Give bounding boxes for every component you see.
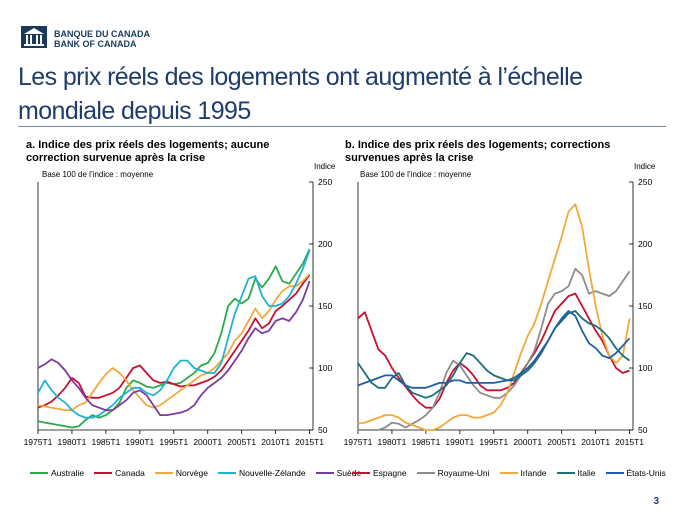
legend-a: Australie Canada Norvège Nouvelle-Zélande Su… xyxy=(30,468,371,478)
legend-label: Royaume-Uni xyxy=(437,468,490,478)
legend-item: Canada xyxy=(94,468,145,478)
panel-b-title: b. Indice des prix réels des logements; … xyxy=(345,139,611,164)
legend-label: Australie xyxy=(51,468,85,478)
legend-label: Italie xyxy=(577,468,596,478)
slide-title: Les prix réels des logements ont augment… xyxy=(18,63,583,125)
x-tick-label: 2005T1 xyxy=(227,437,256,447)
legend-swatch xyxy=(218,472,236,474)
bank-logo: BANQUE DU CANADA BANK OF CANADA xyxy=(20,25,150,51)
logo-line-en: BANK OF CANADA xyxy=(54,39,137,49)
legend-swatch xyxy=(94,472,113,474)
x-tick-label: 1990T1 xyxy=(125,437,154,447)
y-tick-label: 50 xyxy=(638,425,648,435)
page-number: 3 xyxy=(653,496,659,507)
legend-label: Nouvelle-Zélande xyxy=(239,468,306,478)
x-tick-label: 1980T1 xyxy=(378,437,407,447)
legend-swatch xyxy=(30,472,48,474)
x-tick-label: 1985T1 xyxy=(91,437,120,447)
panel-b-ylabel: Indice xyxy=(634,162,656,171)
series-line-irlande xyxy=(357,203,631,431)
legend-swatch xyxy=(605,472,624,474)
x-tick-label: 2000T1 xyxy=(513,437,542,447)
title-divider xyxy=(18,126,666,127)
legend-swatch xyxy=(556,472,575,474)
series-line-espagne xyxy=(357,292,630,409)
series-line-nouvelle-z-lande xyxy=(37,249,311,419)
legend-item: Irlande xyxy=(499,468,547,478)
chart-b: 50 100 150 200 250 1975T1 1980T1 1985T1 1990T1 19… xyxy=(344,177,653,447)
bank-building-icon xyxy=(21,26,47,48)
legend-item: Italie xyxy=(556,468,596,478)
y-tick-label: 200 xyxy=(638,239,652,249)
x-tick-label: 1980T1 xyxy=(58,437,87,447)
legend-item: États-Unis xyxy=(605,468,666,478)
series-line-italie xyxy=(357,310,631,399)
x-tick-label: 1975T1 xyxy=(24,437,53,447)
legend-b: Espagne Royaume-Uni Irlande Italie États-Uni… xyxy=(352,468,676,478)
x-tick-label: 2005T1 xyxy=(547,437,576,447)
y-tick-label: 100 xyxy=(638,363,652,373)
x-tick-label: 1985T1 xyxy=(411,437,440,447)
y-tick-label: 250 xyxy=(638,177,652,187)
legend-label: Suède xyxy=(336,468,362,478)
series-line-norv-ge xyxy=(37,273,311,412)
legend-label: Irlande xyxy=(520,468,547,478)
series-line-australie xyxy=(37,248,311,429)
y-tick-label: 250 xyxy=(318,177,332,187)
panel-a-note: Base 100 de l’indice : moyenne xyxy=(42,170,154,179)
y-tick-label: 100 xyxy=(318,363,332,373)
series-line-canada xyxy=(37,274,311,409)
x-tick-label: 2010T1 xyxy=(581,437,610,447)
legend-label: Norvège xyxy=(175,468,208,478)
legend-item: Royaume-Uni xyxy=(416,468,490,478)
legend-label: Canada xyxy=(115,468,145,478)
legend-item: Nouvelle-Zélande xyxy=(218,468,306,478)
legend-label: États-Unis xyxy=(626,468,666,478)
legend-item: Suède xyxy=(315,468,362,478)
legend-swatch xyxy=(315,472,334,474)
legend-item: Norvège xyxy=(154,468,208,478)
x-tick-label: 1990T1 xyxy=(445,437,474,447)
logo-line-fr: BANQUE DU CANADA xyxy=(54,29,150,39)
x-tick-label: 2000T1 xyxy=(193,437,222,447)
x-tick-label: 2010T1 xyxy=(261,437,290,447)
legend-swatch xyxy=(499,472,518,474)
y-tick-label: 150 xyxy=(318,301,332,311)
legend-swatch xyxy=(352,472,370,474)
x-tick-label: 2015T1 xyxy=(615,437,644,447)
logo-text: BANQUE DU CANADA BANK OF CANADA xyxy=(54,29,150,49)
legend-swatch xyxy=(416,472,435,474)
x-tick-label: 1995T1 xyxy=(159,437,188,447)
legend-item: Australie xyxy=(30,468,84,478)
legend-item: Espagne xyxy=(352,468,407,478)
panel-a-title: a. Indice des prix réels des logements; … xyxy=(26,139,270,164)
y-tick-label: 150 xyxy=(638,301,652,311)
panel-b-note: Base 100 de l’indice : moyenne xyxy=(360,170,472,179)
legend-swatch xyxy=(154,472,173,474)
x-tick-label: 1975T1 xyxy=(344,437,373,447)
series-line--tats-unis xyxy=(357,310,631,389)
series-line-su-de xyxy=(37,280,311,417)
chart-a: 50 100 150 200 250 1975T1 1980T1 1985T1 1990T1 19… xyxy=(24,177,333,447)
y-tick-label: 200 xyxy=(318,239,332,249)
y-tick-label: 50 xyxy=(318,425,328,435)
x-tick-label: 1995T1 xyxy=(479,437,508,447)
legend-label: Espagne xyxy=(373,468,407,478)
panel-a-ylabel: Indice xyxy=(314,162,336,171)
x-tick-label: 2015T1 xyxy=(295,437,324,447)
series-line-royaume-uni xyxy=(358,267,631,431)
